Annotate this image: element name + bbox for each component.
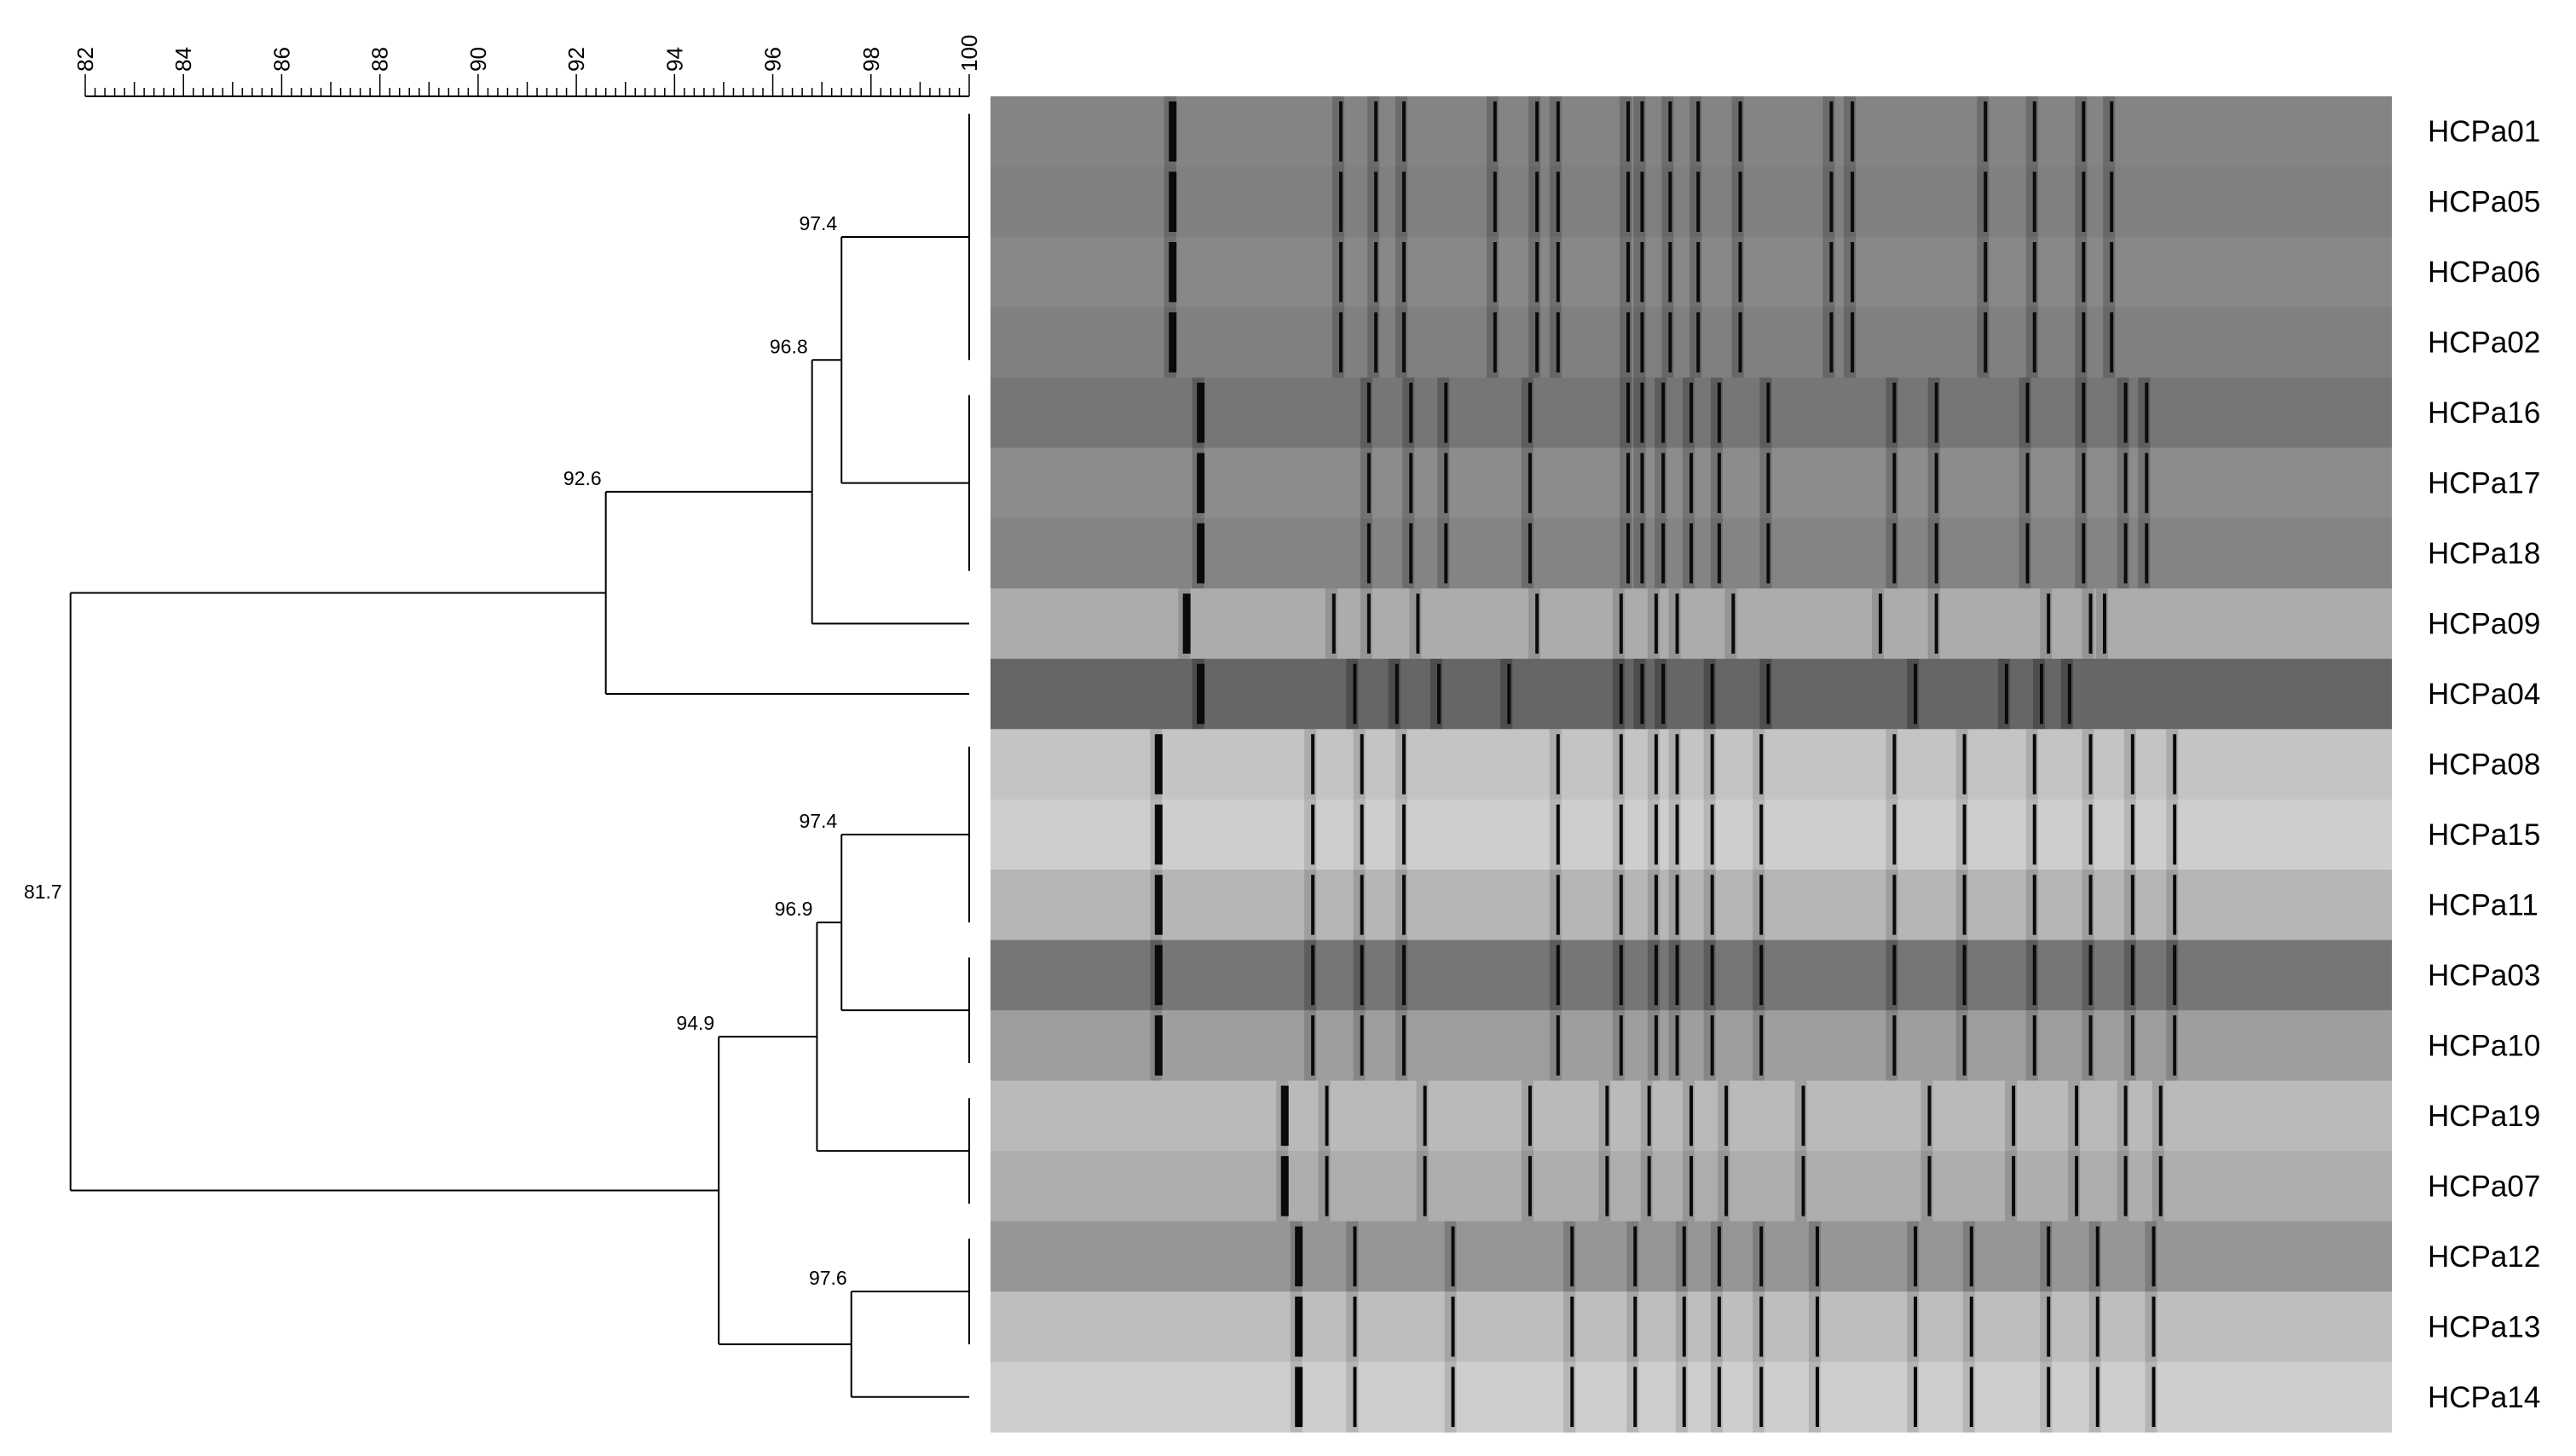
isolate-label: HCPa07 bbox=[2428, 1170, 2540, 1203]
gel-lane bbox=[991, 1010, 2392, 1082]
isolate-label: HCPa06 bbox=[2428, 256, 2540, 289]
gel-lane bbox=[991, 729, 2392, 800]
isolate-label: HCPa12 bbox=[2428, 1240, 2540, 1274]
gel-lane bbox=[991, 799, 2392, 870]
isolate-label: HCPa04 bbox=[2428, 678, 2540, 711]
isolate-label: HCPa15 bbox=[2428, 818, 2540, 852]
node-similarity-label: 96.8 bbox=[770, 335, 808, 357]
isolate-label: HCPa02 bbox=[2428, 326, 2540, 360]
scale-tick-label: 98 bbox=[858, 47, 884, 72]
scale-tick-label: 92 bbox=[563, 47, 589, 72]
node-similarity-label: 81.7 bbox=[24, 881, 62, 903]
scale-tick-label: 86 bbox=[269, 47, 294, 72]
node-similarity-label: 97.4 bbox=[799, 810, 837, 832]
node-similarity-label: 96.9 bbox=[775, 898, 813, 920]
gel-lane bbox=[991, 307, 2392, 378]
gel-lane bbox=[991, 939, 2392, 1011]
dendrogram-tree: 97.4 96.8 92.6 97.4 96.9 97.6 94.9 81.7 bbox=[24, 113, 970, 1398]
isolate-label: HCPa11 bbox=[2428, 888, 2538, 922]
gel-lane bbox=[991, 1361, 2392, 1433]
node-similarity-label: 92.6 bbox=[563, 467, 602, 489]
scale-tick-label: 82 bbox=[72, 47, 98, 72]
scale-tick-label: 100 bbox=[956, 35, 982, 72]
scale-tick-label: 88 bbox=[367, 47, 393, 72]
node-similarity-label: 97.6 bbox=[809, 1267, 847, 1289]
similarity-scale: 82 84 86 88 90 92 94 96 98 100 bbox=[72, 35, 982, 97]
gel-lane bbox=[991, 658, 2392, 730]
isolate-labels: HCPa01 HCPa05 HCPa06 HCPa02 HCPa16 HCPa17 HCPa… bbox=[2428, 115, 2540, 1414]
isolate-label: HCPa14 bbox=[2428, 1381, 2540, 1414]
isolate-label: HCPa09 bbox=[2428, 608, 2540, 641]
gel-image bbox=[991, 96, 2392, 1433]
gel-lane bbox=[991, 870, 2392, 941]
isolate-label: HCPa10 bbox=[2428, 1029, 2540, 1062]
node-similarity-label: 94.9 bbox=[676, 1012, 714, 1034]
node-similarity-label: 97.4 bbox=[799, 212, 837, 234]
isolate-label: HCPa19 bbox=[2428, 1100, 2540, 1133]
gel-lane bbox=[991, 166, 2392, 238]
gel-lane bbox=[991, 236, 2392, 308]
isolate-label: HCPa18 bbox=[2428, 537, 2540, 570]
isolate-label: HCPa16 bbox=[2428, 396, 2540, 430]
gel-lane bbox=[991, 588, 2392, 660]
scale-tick-label: 90 bbox=[465, 47, 491, 72]
isolate-label: HCPa05 bbox=[2428, 186, 2540, 219]
gel-lane bbox=[991, 1291, 2392, 1363]
isolate-label: HCPa08 bbox=[2428, 748, 2540, 782]
scale-tick-label: 96 bbox=[760, 47, 786, 72]
isolate-label: HCPa03 bbox=[2428, 959, 2540, 992]
isolate-label: HCPa13 bbox=[2428, 1310, 2540, 1343]
gel-lane bbox=[991, 1221, 2392, 1292]
scale-tick-label: 94 bbox=[661, 47, 687, 72]
gel-lane bbox=[991, 96, 2392, 167]
scale-tick-label: 84 bbox=[170, 47, 196, 72]
isolate-label: HCPa01 bbox=[2428, 115, 2540, 148]
isolate-label: HCPa17 bbox=[2428, 467, 2540, 500]
